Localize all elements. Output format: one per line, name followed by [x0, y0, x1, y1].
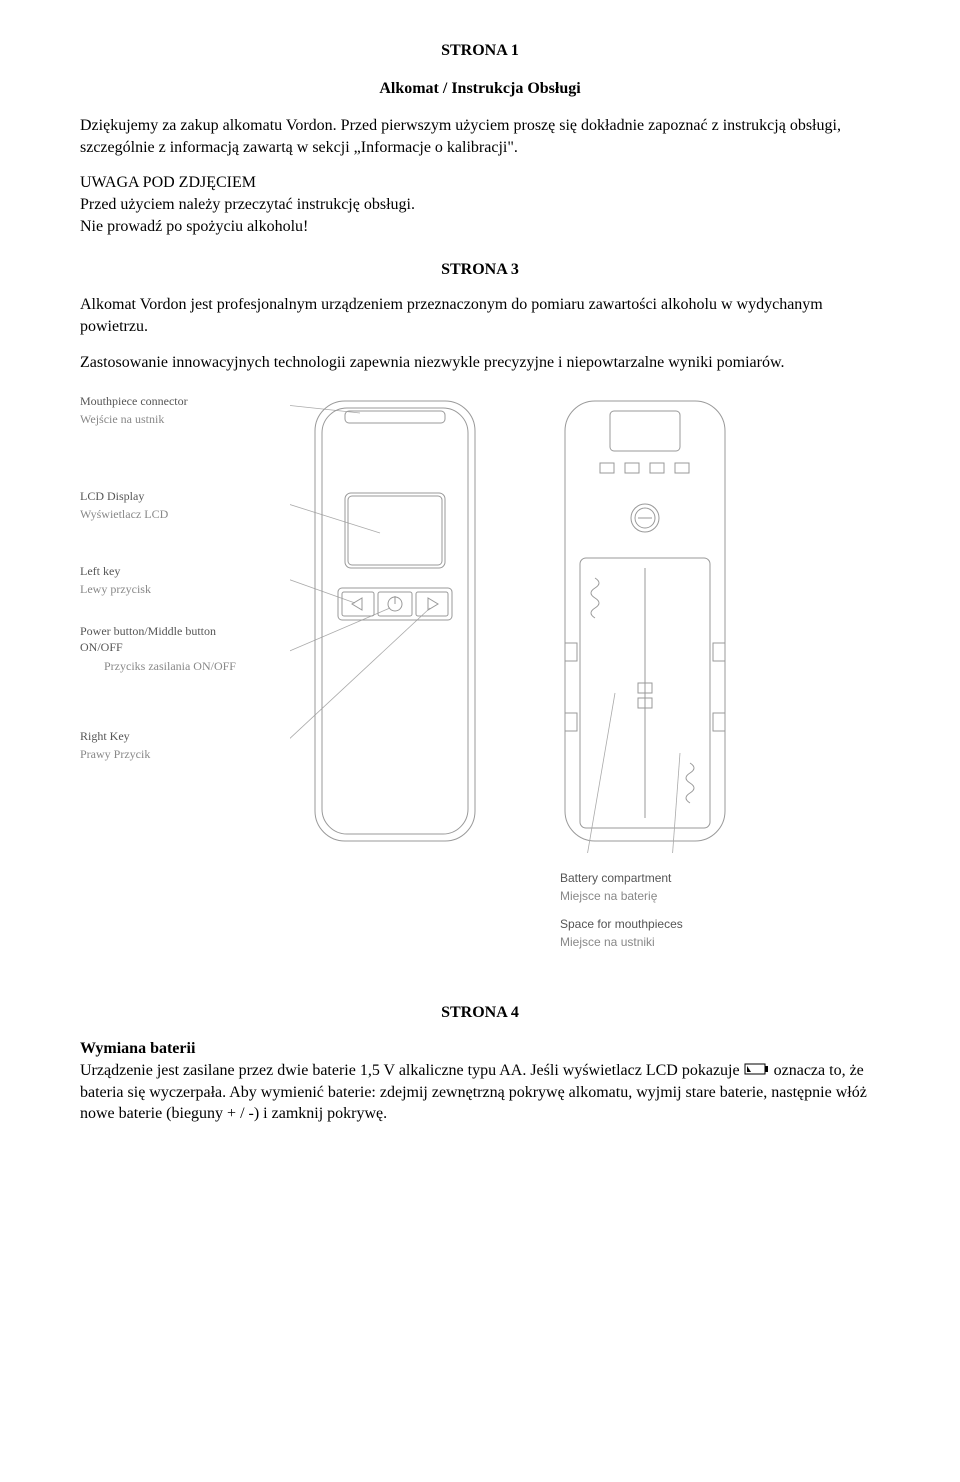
page3-para1: Alkomat Vordon jest profesjonalnym urząd…	[80, 294, 880, 337]
page1-heading: STRONA 1	[80, 40, 880, 62]
label-lcd-display: LCD Display Wyświetlacz LCD	[80, 488, 168, 522]
label-power-button: Power button/Middle button ON/OFF Przyci…	[80, 623, 260, 674]
battery-heading: Wymiana baterii	[80, 1040, 195, 1057]
device-front-svg	[290, 393, 500, 953]
label-mouthpiece-connector: Mouthpiece connector Wejście na ustnik	[80, 393, 188, 427]
page1-warning: UWAGA POD ZDJĘCIEM Przed użyciem należy …	[80, 172, 880, 237]
battery-empty-icon	[744, 1060, 770, 1082]
back-labels: Battery compartment Miejsce na baterię S…	[560, 870, 750, 951]
page1-thanks: Dziękujemy za zakup alkomatu Vordon. Prz…	[80, 115, 880, 158]
page4-heading: STRONA 4	[80, 1002, 880, 1024]
device-back-svg	[540, 393, 750, 853]
warning-heading: UWAGA POD ZDJĘCIEM	[80, 172, 880, 194]
device-diagram: Mouthpiece connector Wejście na ustnik L…	[80, 393, 880, 962]
label-right-key: Right Key Prawy Przycik	[80, 728, 150, 762]
label-battery-compartment: Battery compartment Miejsce na baterię	[560, 870, 750, 904]
page4-text-before: Urządzenie jest zasilane przez dwie bate…	[80, 1062, 744, 1079]
page4-body: Wymiana baterii Urządzenie jest zasilane…	[80, 1038, 880, 1125]
page3-heading: STRONA 3	[80, 259, 880, 281]
page1-title: Alkomat / Instrukcja Obsługi	[80, 78, 880, 100]
left-labels-column: Mouthpiece connector Wejście na ustnik L…	[80, 393, 260, 873]
label-space-mouthpieces: Space for mouthpieces Miejsce na ustniki	[560, 916, 750, 950]
warning-line2: Nie prowadź po spożyciu alkoholu!	[80, 216, 880, 238]
page3-para2: Zastosowanie innowacyjnych technologii z…	[80, 352, 880, 374]
label-left-key: Left key Lewy przycisk	[80, 563, 151, 597]
warning-line1: Przed użyciem należy przeczytać instrukc…	[80, 194, 880, 216]
